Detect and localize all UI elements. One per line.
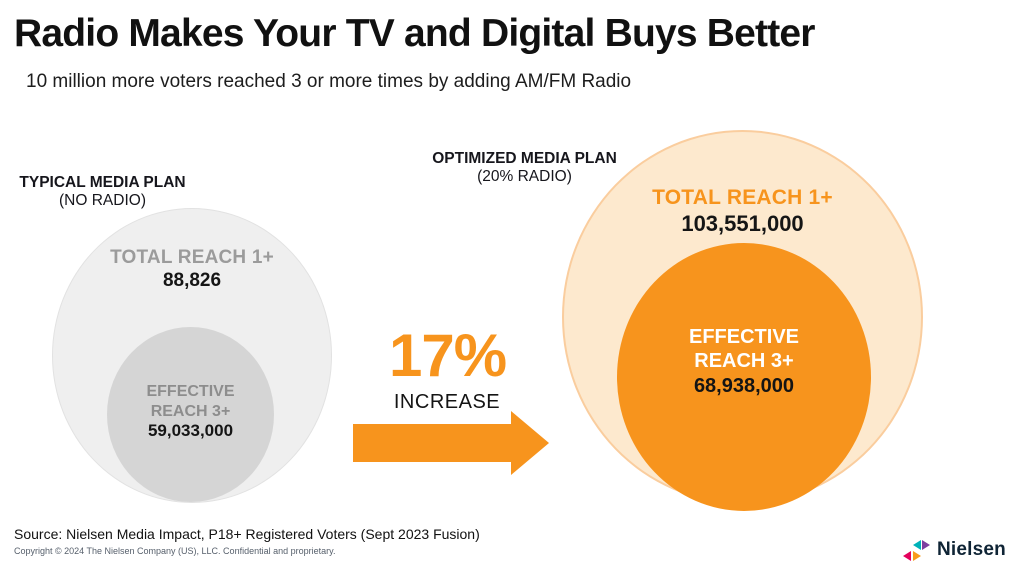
optimized-effective-reach-labels: EFFECTIVE REACH 3+ 68,938,000: [617, 325, 871, 398]
optimized-effective-reach-label-line2: REACH 3+: [694, 350, 794, 373]
nielsen-logo: Nielsen: [903, 539, 1006, 561]
source-note: Source: Nielsen Media Impact, P18+ Regis…: [14, 526, 480, 542]
optimized-effective-reach-label-line1: EFFECTIVE: [688, 326, 799, 348]
triangle-red-icon: [903, 550, 911, 561]
optimized-effective-reach-circle: [617, 243, 871, 511]
typical-effective-reach-value: 59,033,000: [147, 421, 234, 441]
optimized-total-reach-value: 103,551,000: [681, 210, 804, 236]
typical-plan-heading-main: TYPICAL MEDIA PLAN: [19, 174, 186, 191]
typical-total-reach-label: TOTAL REACH 1+: [110, 247, 274, 268]
increase-arrow-head-icon: [511, 411, 549, 475]
typical-effective-reach-labels: EFFECTIVE REACH 3+ 59,033,000: [107, 382, 274, 442]
page-title: Radio Makes Your TV and Digital Buys Bet…: [14, 12, 815, 55]
triangle-teal-icon: [913, 539, 921, 550]
optimized-total-reach-label: TOTAL REACH 1+: [652, 186, 833, 209]
nielsen-symbol-icon: [903, 539, 930, 561]
copyright-note: Copyright © 2024 The Nielsen Company (US…: [14, 546, 336, 556]
typical-effective-reach-circle: [107, 327, 274, 502]
nielsen-wordmark: Nielsen: [937, 539, 1006, 560]
optimized-plan-heading: OPTIMIZED MEDIA PLAN (20% RADIO): [432, 150, 617, 187]
typical-effective-reach-label-line2: REACH 3+: [150, 402, 231, 420]
triangle-purple-icon: [922, 539, 930, 550]
page-subtitle: 10 million more voters reached 3 or more…: [26, 71, 632, 92]
typical-effective-reach-label-line1: EFFECTIVE: [146, 383, 235, 400]
triangle-orange-icon: [913, 550, 921, 561]
typical-total-reach-labels: TOTAL REACH 1+ 88,826: [52, 246, 332, 292]
optimized-total-reach-labels: TOTAL REACH 1+ 103,551,000: [562, 185, 923, 237]
optimized-plan-heading-sub: (20% RADIO): [477, 168, 572, 186]
optimized-effective-reach-value: 68,938,000: [693, 374, 795, 397]
typical-plan-heading-sub: (NO RADIO): [59, 192, 146, 210]
typical-plan-heading: TYPICAL MEDIA PLAN (NO RADIO): [15, 174, 190, 211]
optimized-plan-heading-main: OPTIMIZED MEDIA PLAN: [432, 150, 617, 167]
increase-label: INCREASE: [393, 391, 501, 413]
increase-arrow-icon: [353, 424, 511, 462]
typical-total-reach-value: 88,826: [162, 270, 222, 292]
increase-percentage: 17%: [388, 322, 507, 389]
